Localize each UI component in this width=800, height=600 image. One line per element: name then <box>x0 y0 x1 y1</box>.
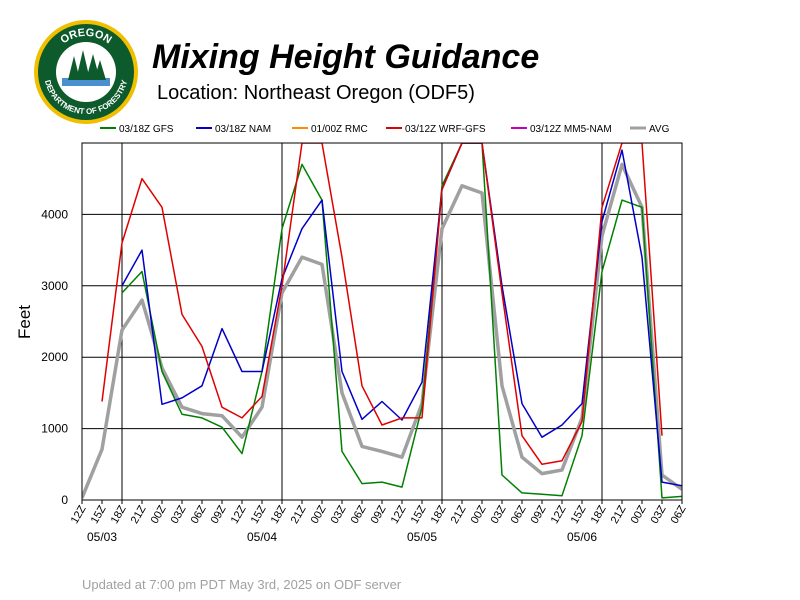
page-title: Mixing Height Guidance <box>152 38 540 76</box>
x-tick-label: 21Z <box>449 503 469 526</box>
x-tick-label: 03Z <box>329 503 349 526</box>
date-label: 05/03 <box>87 530 117 544</box>
x-tick-label: 15Z <box>409 503 429 526</box>
series-line-03-18z-gfs <box>121 143 682 499</box>
x-tick-label: 00Z <box>469 503 489 526</box>
date-label: 05/06 <box>567 530 597 544</box>
x-tick-label: 00Z <box>309 503 329 526</box>
legend-label: 01/00Z RMC <box>311 124 368 135</box>
x-tick-label: 18Z <box>269 503 289 526</box>
date-label: 05/04 <box>247 530 277 544</box>
logo-top-text: OREGON <box>58 27 113 47</box>
x-tick-label: 00Z <box>629 503 649 526</box>
x-tick-label: 21Z <box>289 503 309 526</box>
grid-lines <box>82 143 682 500</box>
oregon-forestry-logo: OREGON DEPARTMENT OF FORESTRY <box>32 18 140 131</box>
date-label: 05/05 <box>407 530 437 544</box>
legend-label: 03/18Z NAM <box>215 124 271 135</box>
x-tick-label: 06Z <box>349 503 369 526</box>
x-tick-label: 06Z <box>509 503 529 526</box>
legend-label: 03/12Z WRF-GFS <box>405 124 486 135</box>
legend-label: AVG <box>649 124 670 135</box>
plot-area <box>82 143 682 500</box>
x-tick-label: 03Z <box>649 503 669 526</box>
y-tick-label: 1000 <box>41 422 68 436</box>
x-tick-label: 12Z <box>549 503 569 526</box>
series-lines <box>82 143 682 499</box>
x-tick-label: 18Z <box>429 503 449 526</box>
y-axis-label: Feet <box>15 305 34 339</box>
x-tick-label: 12Z <box>69 503 89 526</box>
x-tick-label: 12Z <box>229 503 249 526</box>
x-tick-label: 15Z <box>249 503 269 526</box>
x-tick-label: 09Z <box>209 503 229 526</box>
updated-timestamp: Updated at 7:00 pm PDT May 3rd, 2025 on … <box>82 577 402 592</box>
x-tick-label: 03Z <box>489 503 509 526</box>
x-tick-label: 12Z <box>389 503 409 526</box>
x-tick-label: 15Z <box>569 503 589 526</box>
x-tick-label: 09Z <box>529 503 549 526</box>
x-tick-label: 15Z <box>89 503 109 526</box>
legend-label: 03/12Z MM5-NAM <box>530 124 612 135</box>
location-subtitle: Location: Northeast Oregon (ODF5) <box>157 82 475 104</box>
x-tick-label: 03Z <box>169 503 189 526</box>
y-tick-label: 4000 <box>41 207 68 221</box>
x-tick-label: 21Z <box>129 503 149 526</box>
svg-text:OREGON: OREGON <box>58 27 113 47</box>
y-tick-label: 2000 <box>41 350 68 364</box>
y-tick-label: 0 <box>61 493 68 507</box>
x-tick-label: 09Z <box>369 503 389 526</box>
legend: 03/18Z GFS 03/18Z NAM 01/00Z RMC 03/12Z WRF… <box>100 124 670 135</box>
x-tick-label: 06Z <box>189 503 209 526</box>
y-tick-label: 3000 <box>41 279 68 293</box>
legend-label: 03/18Z GFS <box>119 124 174 135</box>
x-tick-label: 06Z <box>669 503 689 526</box>
series-line-03-12z-wrf-gfs <box>101 143 663 466</box>
plot-background <box>82 143 682 500</box>
x-tick-label: 18Z <box>589 503 609 526</box>
x-tick-label: 21Z <box>609 503 629 526</box>
x-tick-label: 18Z <box>109 503 129 526</box>
x-tick-label: 00Z <box>149 503 169 526</box>
